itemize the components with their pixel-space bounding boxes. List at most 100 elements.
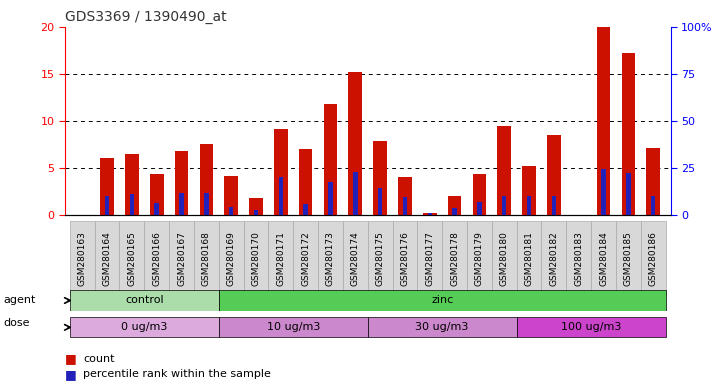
Text: ■: ■ — [65, 353, 76, 366]
Bar — [244, 222, 268, 296]
Text: GSM280180: GSM280180 — [500, 231, 509, 286]
Bar — [467, 222, 492, 296]
Text: GSM280183: GSM280183 — [574, 231, 583, 286]
Bar — [477, 202, 482, 215]
Bar — [224, 175, 238, 215]
Text: percentile rank within the sample: percentile rank within the sample — [83, 369, 271, 379]
Text: count: count — [83, 354, 115, 364]
Bar — [130, 194, 134, 215]
Text: GSM280170: GSM280170 — [252, 231, 260, 286]
Bar — [452, 207, 457, 215]
Bar — [492, 222, 517, 296]
Text: GDS3369 / 1390490_at: GDS3369 / 1390490_at — [65, 10, 226, 25]
Text: GSM280164: GSM280164 — [102, 231, 112, 286]
Text: GSM280169: GSM280169 — [226, 231, 236, 286]
Bar — [70, 317, 218, 338]
Bar — [541, 222, 566, 296]
Bar — [328, 182, 332, 215]
Bar — [150, 174, 164, 215]
Bar — [218, 317, 368, 338]
Text: GSM280181: GSM280181 — [525, 231, 534, 286]
Bar — [204, 194, 208, 215]
Text: GSM280166: GSM280166 — [152, 231, 162, 286]
Bar — [626, 173, 631, 215]
Bar — [368, 222, 392, 296]
Bar — [278, 177, 283, 215]
Bar — [254, 210, 258, 215]
Bar — [174, 151, 188, 215]
Bar — [601, 169, 606, 215]
Bar — [641, 222, 665, 296]
Text: GSM280186: GSM280186 — [649, 231, 658, 286]
Bar — [324, 104, 337, 215]
Text: GSM280172: GSM280172 — [301, 231, 310, 286]
Bar — [318, 222, 343, 296]
Text: GSM280185: GSM280185 — [624, 231, 633, 286]
Bar — [274, 129, 288, 215]
Bar — [144, 222, 169, 296]
Text: GSM280179: GSM280179 — [475, 231, 484, 286]
Bar — [249, 198, 263, 215]
Bar — [154, 203, 159, 215]
Text: 0 ug/m3: 0 ug/m3 — [121, 322, 167, 333]
Bar — [472, 174, 486, 215]
Bar — [194, 222, 218, 296]
Bar — [517, 317, 665, 338]
Bar — [522, 166, 536, 215]
Bar — [218, 290, 665, 311]
Bar — [348, 72, 362, 215]
Text: 30 ug/m3: 30 ug/m3 — [415, 322, 469, 333]
Bar — [293, 222, 318, 296]
Bar — [353, 172, 358, 215]
Bar — [423, 213, 437, 215]
Text: GSM280173: GSM280173 — [326, 231, 335, 286]
Bar — [417, 222, 442, 296]
Bar — [566, 222, 591, 296]
Text: GSM280177: GSM280177 — [425, 231, 434, 286]
Text: agent: agent — [4, 295, 36, 305]
Bar — [125, 154, 138, 215]
Bar — [502, 196, 506, 215]
Bar — [368, 317, 517, 338]
Bar — [180, 194, 184, 215]
Bar — [403, 197, 407, 215]
Text: zinc: zinc — [431, 295, 454, 306]
Bar — [105, 196, 110, 215]
Bar — [552, 196, 556, 215]
Text: GSM280178: GSM280178 — [450, 231, 459, 286]
Bar — [616, 222, 641, 296]
Bar — [527, 196, 531, 215]
Bar — [442, 222, 467, 296]
Bar — [597, 27, 611, 215]
Bar — [70, 290, 218, 311]
Bar — [304, 204, 308, 215]
Bar — [268, 222, 293, 296]
Bar — [218, 222, 244, 296]
Text: GSM280171: GSM280171 — [276, 231, 286, 286]
Text: 10 ug/m3: 10 ug/m3 — [267, 322, 320, 333]
Bar — [100, 158, 114, 215]
Text: GSM280163: GSM280163 — [78, 231, 87, 286]
Bar — [651, 196, 655, 215]
Bar — [120, 222, 144, 296]
Bar — [373, 141, 387, 215]
Bar — [398, 177, 412, 215]
Bar — [497, 126, 511, 215]
Bar — [94, 222, 120, 296]
Bar — [229, 207, 234, 215]
Bar — [200, 144, 213, 215]
Text: dose: dose — [4, 318, 30, 328]
Bar — [547, 135, 561, 215]
Text: 100 ug/m3: 100 ug/m3 — [561, 322, 622, 333]
Bar — [428, 213, 432, 215]
Text: control: control — [125, 295, 164, 306]
Text: GSM280184: GSM280184 — [599, 231, 608, 286]
Text: GSM280167: GSM280167 — [177, 231, 186, 286]
Text: GSM280174: GSM280174 — [351, 231, 360, 286]
Bar — [517, 222, 541, 296]
Text: ■: ■ — [65, 368, 76, 381]
Bar — [591, 222, 616, 296]
Bar — [622, 53, 635, 215]
Text: GSM280165: GSM280165 — [128, 231, 136, 286]
Text: GSM280176: GSM280176 — [400, 231, 410, 286]
